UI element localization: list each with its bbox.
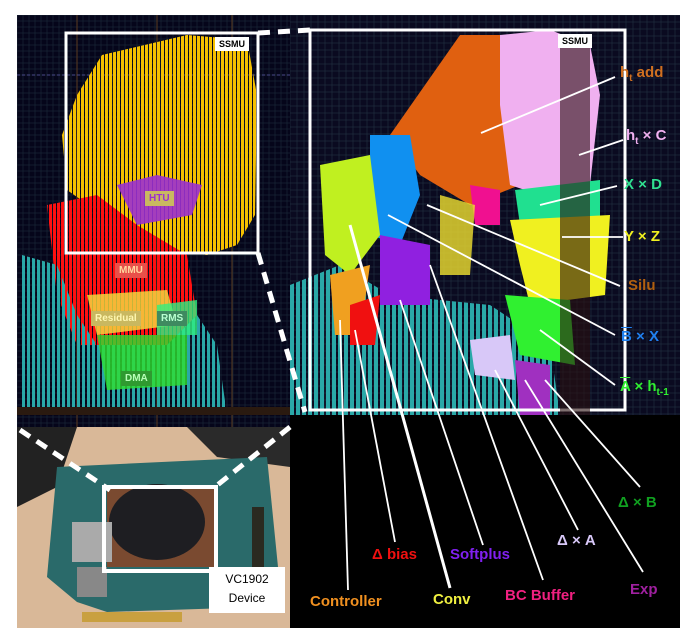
label-delta-times-a: Δ × A <box>557 532 596 549</box>
label-delta-times-b: Δ × B <box>618 494 657 511</box>
block-label-htu: HTU <box>145 191 174 206</box>
label-ht-add: ht add <box>620 64 664 84</box>
label-silu: Silu <box>628 277 656 294</box>
left-floorplan: SSMU HTU MMU Residual RMS DMA <box>17 15 290 427</box>
label-delta-bias: Δ bias <box>372 546 417 563</box>
label-conv: Conv <box>433 591 471 608</box>
device-label-line2: Device <box>228 591 266 605</box>
label-softplus: Softplus <box>450 546 510 563</box>
label-bc-buffer: BC Buffer <box>505 587 575 604</box>
block-label-rms: RMS <box>157 311 188 326</box>
ssmu-label: SSMU <box>215 37 250 51</box>
right-floorplan: SSMU <box>290 15 680 628</box>
right-floorplan-graphic <box>290 15 680 415</box>
block-label-mmu: MMU <box>115 263 147 278</box>
block-label-dma: DMA <box>121 371 152 386</box>
right-ssmu-label: SSMU <box>558 34 593 48</box>
block-label-residual: Residual <box>91 311 141 326</box>
label-y-times-z: Y × Z <box>624 228 660 245</box>
board-photo: VC1902 Device <box>17 427 290 628</box>
label-bbar-times-x: B × X <box>621 328 659 345</box>
label-ht-times-c: ht × C <box>626 127 667 147</box>
label-x-times-d: X × D <box>624 176 662 193</box>
label-abar-times-ht1: A × ht-1 <box>620 378 669 398</box>
device-label: VC1902 Device <box>209 567 285 613</box>
label-controller: Controller <box>310 593 382 610</box>
device-label-line1: VC1902 <box>225 572 269 586</box>
label-exp: Exp <box>630 581 658 598</box>
